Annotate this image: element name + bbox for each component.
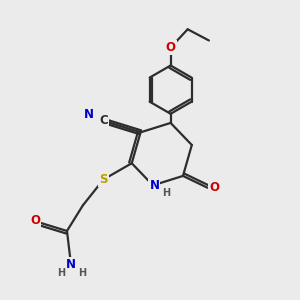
Text: H: H — [57, 268, 65, 278]
Text: H: H — [78, 268, 86, 278]
Text: O: O — [30, 214, 40, 226]
Text: S: S — [99, 173, 108, 186]
Text: O: O — [209, 181, 219, 194]
Text: N: N — [149, 179, 159, 192]
Text: N: N — [66, 258, 76, 271]
Text: C: C — [99, 114, 108, 127]
Text: N: N — [84, 108, 94, 121]
Text: H: H — [162, 188, 170, 198]
Text: O: O — [166, 41, 176, 54]
